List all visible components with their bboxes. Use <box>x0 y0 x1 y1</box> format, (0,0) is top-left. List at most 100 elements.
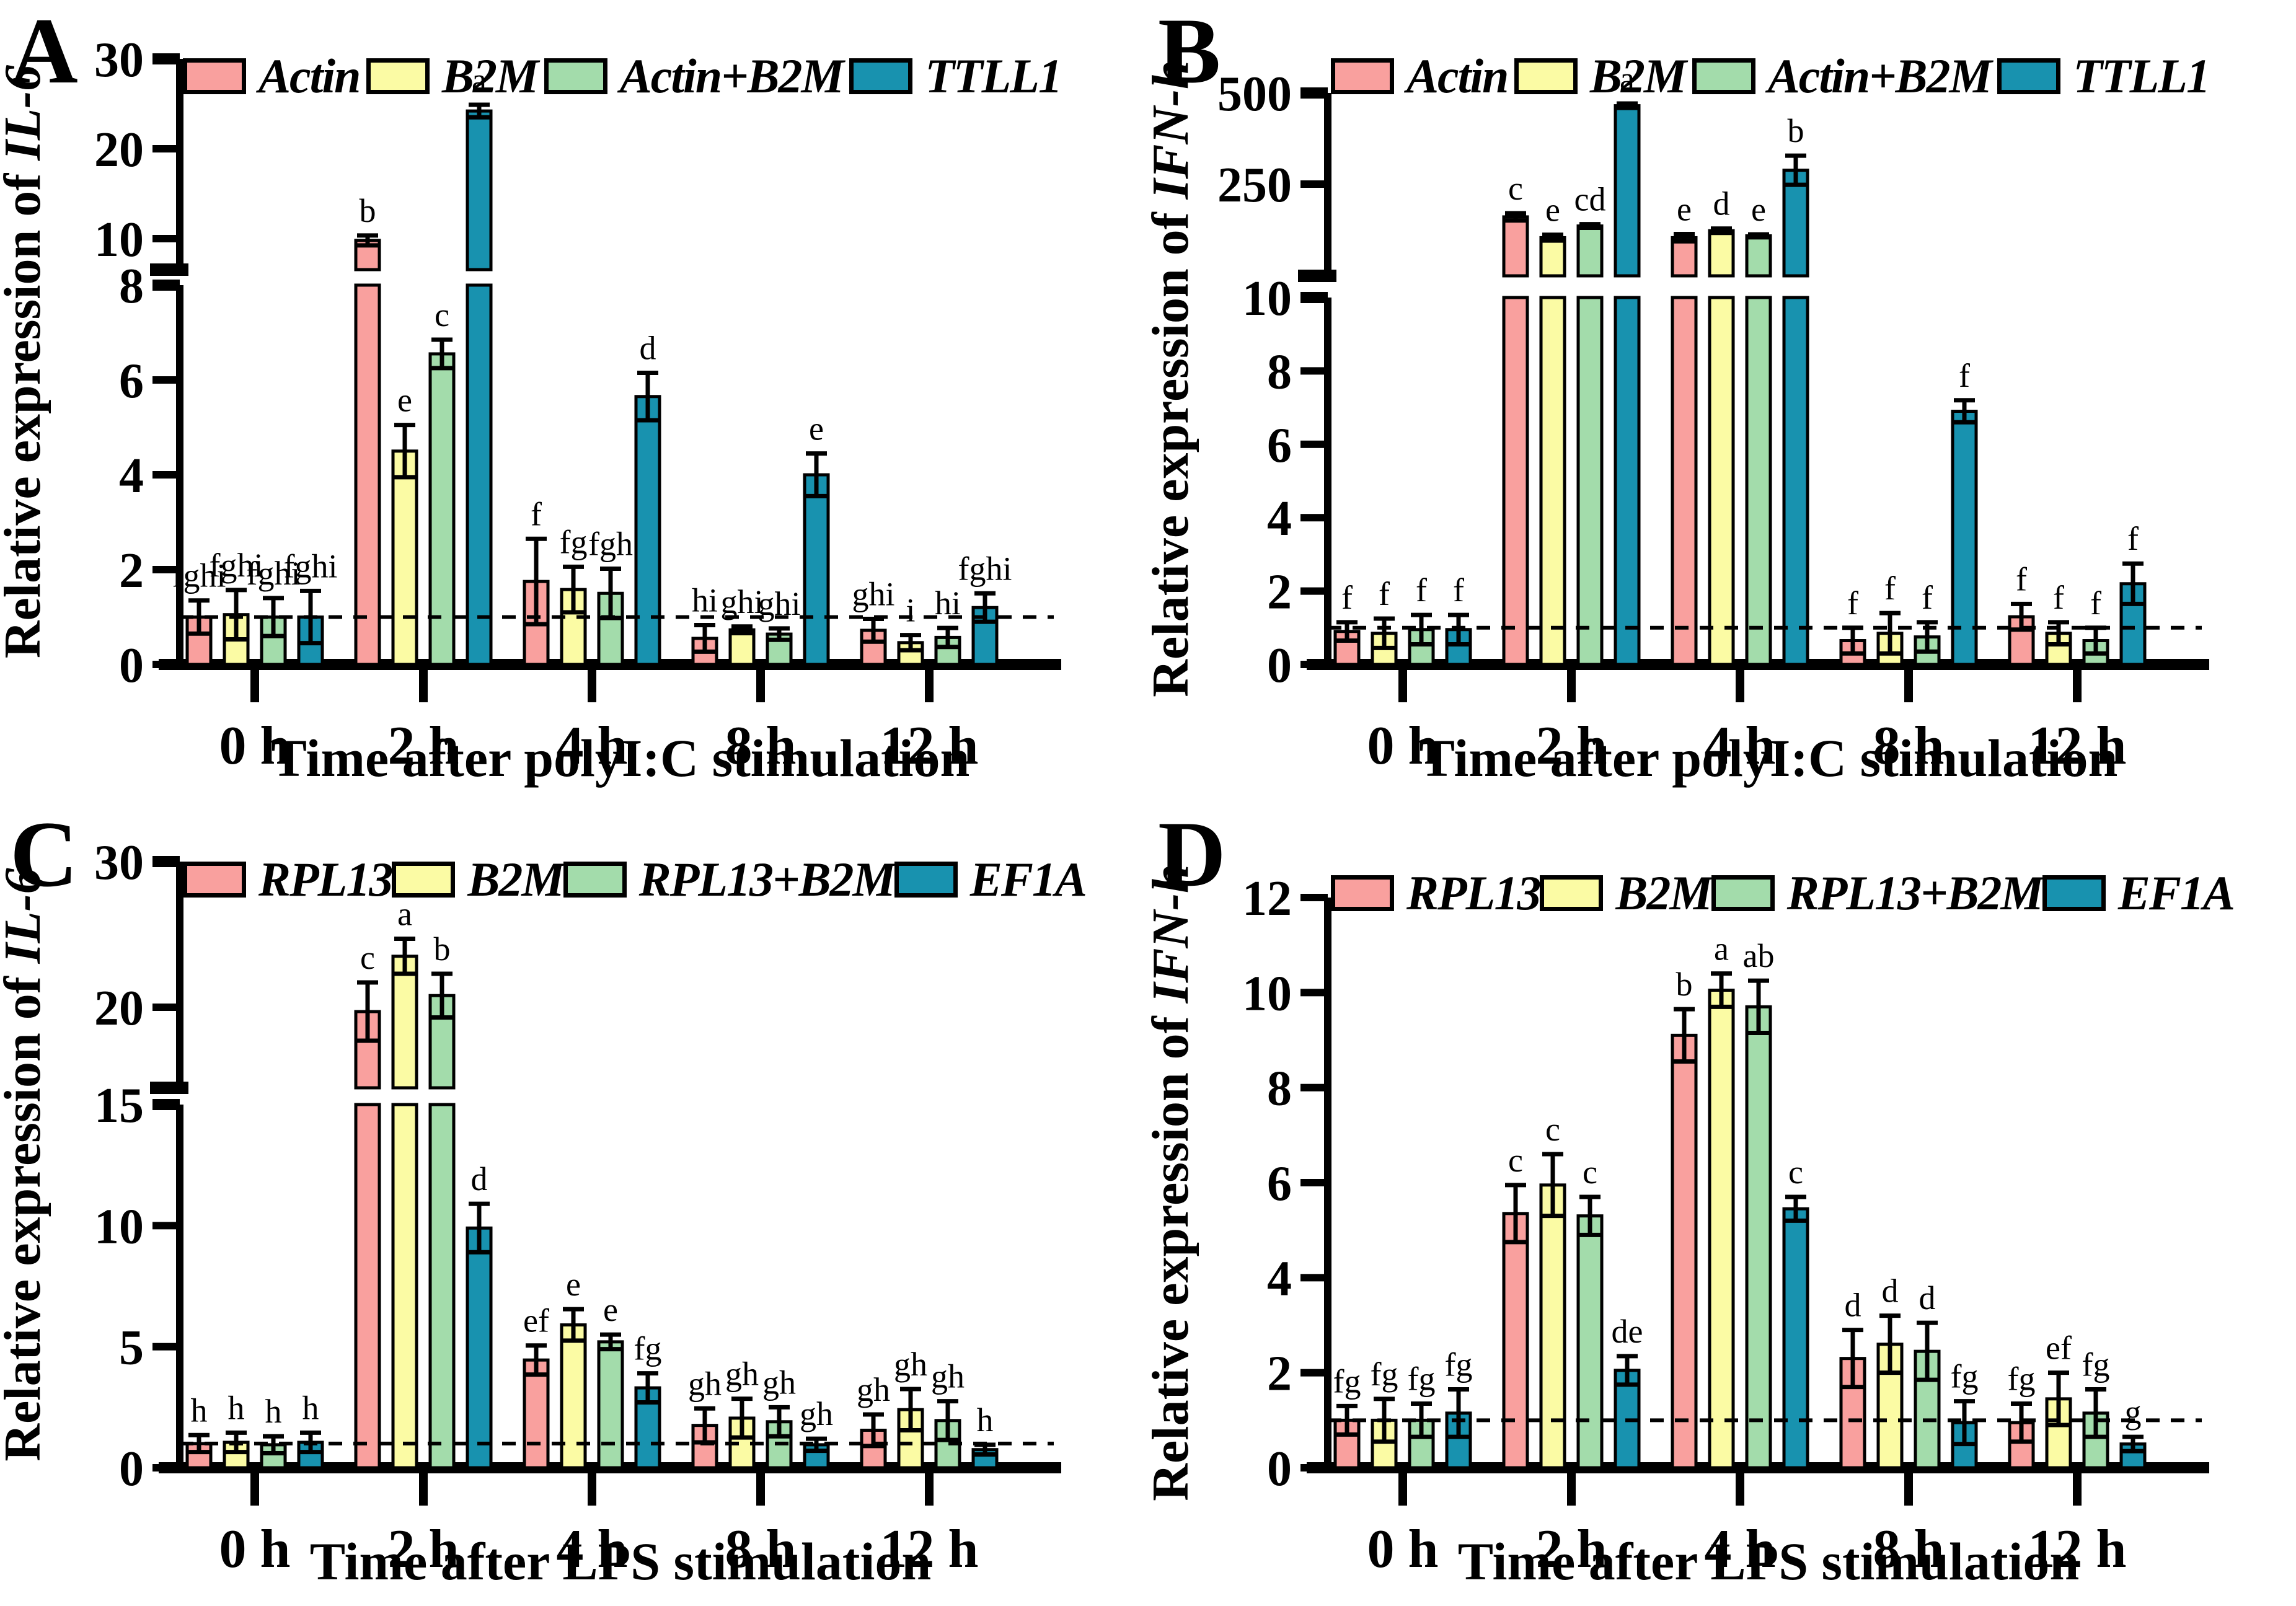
panel-d-ytick-10: 10 <box>1242 966 1292 1021</box>
panel-c-letter: b <box>434 930 451 968</box>
panel-b-ytick-8: 8 <box>1267 345 1292 399</box>
panel-b-xtick-1: 2 h <box>1536 716 1607 776</box>
panel-c-xtick-2: 4 h <box>557 1519 628 1579</box>
panel-d-bar <box>1671 1033 1698 1470</box>
panel-d-legend-item-1: B2M <box>1540 865 1713 921</box>
panel-b-letter: e <box>1751 191 1766 228</box>
panel-a-ytick-30: 30 <box>94 33 144 87</box>
panel-a-letter: b <box>360 192 376 229</box>
panel-b-letter: f <box>2127 520 2139 557</box>
panel-a-letter: d <box>640 330 656 367</box>
panel-d-letter: fg <box>1408 1361 1436 1398</box>
panel-d-ytick-2: 2 <box>1267 1347 1292 1401</box>
panel-b-letter: e <box>1545 192 1560 229</box>
panel-b-letter: f <box>1959 357 1970 394</box>
panel-a-bar <box>391 449 418 666</box>
panel-a-ytick-0: 0 <box>119 638 144 693</box>
panel-c-letter: ef <box>523 1302 549 1339</box>
panel-b-xtick-4: 12 h <box>2028 716 2127 776</box>
panel-b-legend-item-3: TTLL1 <box>1997 48 2210 104</box>
panel-d-ytick-6: 6 <box>1267 1157 1292 1211</box>
panel-d-letter: de <box>1612 1313 1643 1350</box>
panel-d-letter: fg <box>1371 1356 1398 1393</box>
panel-c-bars <box>185 955 999 1470</box>
panel-d-legend-item-2: RPL13+B2M <box>1711 865 2044 921</box>
panel-c-bar <box>428 1103 456 1470</box>
panel-d-letter: c <box>1788 1154 1803 1191</box>
panel-b-ylabel: Relative expression of IFN-h <box>1148 60 1199 697</box>
panel-a-legend-item-2: Actin+B2M <box>544 48 844 104</box>
panel-d-letter: c <box>1545 1111 1560 1148</box>
panel-a-ylabel: Relative expression of IL-6 <box>0 65 51 658</box>
panel-a-bar <box>634 395 661 666</box>
panel-b-letter: d <box>1713 185 1730 223</box>
panel-b-bars <box>1333 104 2147 666</box>
panel-a-legend-swatch-3 <box>849 58 913 94</box>
panel-c-letter: c <box>360 939 375 976</box>
panel-c-legend-label-2: RPL13+B2M <box>638 852 896 906</box>
panel-c-legend-swatch-1 <box>392 862 456 898</box>
panel-a-bar <box>428 352 456 666</box>
panel-b-legend-label-0: Actin <box>1406 49 1509 103</box>
panel-c-bar <box>560 1323 587 1470</box>
panel-c-ytick-20: 20 <box>94 981 144 1036</box>
panel-b-ytick-500: 500 <box>1217 67 1292 121</box>
panel-d-letter: fg <box>1333 1362 1361 1400</box>
panel-c-letter: a <box>397 896 412 933</box>
panel-d-bar <box>1745 1005 1772 1470</box>
panel-c-letter: e <box>566 1266 581 1303</box>
panel-d-letter: c <box>1508 1142 1523 1179</box>
panel-b-xlabel: Time after polyI:C stimulation <box>1420 728 2118 788</box>
panel-d-bar <box>1502 1212 1529 1470</box>
panel-b-xtick-3: 8 h <box>1873 716 1945 776</box>
panel-c-bar <box>523 1358 550 1470</box>
panel-b-legend-item-0: Actin <box>1331 48 1509 104</box>
panel-a-xtick-1: 2 h <box>388 716 459 776</box>
panel-d-legend-swatch-2 <box>1711 875 1775 911</box>
panel-c-letter: h <box>191 1392 208 1429</box>
panel-b-ytick-250: 250 <box>1217 158 1292 213</box>
panel-d-xtick-3: 8 h <box>1873 1519 1945 1579</box>
panel-b-legend-label-3: TTLL1 <box>2073 49 2210 103</box>
panel-a-ytick-10: 10 <box>94 213 144 267</box>
panel-c-legend-item-2: RPL13+B2M <box>563 852 896 907</box>
panel-d-legend-item-3: EF1A <box>2042 865 2235 921</box>
panel-c-legend-label-0: RPL13 <box>258 852 393 906</box>
panel-c-xtick-1: 2 h <box>388 1519 459 1579</box>
panel-b-letter: a <box>1620 60 1635 97</box>
panel-c-legend-swatch-0 <box>183 862 246 898</box>
panel-d-letter: d <box>1919 1279 1936 1317</box>
panel-c-ytick-0: 0 <box>119 1442 144 1496</box>
panel-c-bar <box>354 1103 381 1470</box>
panel-b-bar <box>1671 296 1698 666</box>
panel-c-letter: h <box>302 1389 319 1426</box>
panel-d-legend-label-3: EF1A <box>2117 866 2235 920</box>
panel-a-letter: c <box>435 296 449 333</box>
panel-d-error-bars <box>1336 971 2144 1454</box>
panel-b-letter: f <box>2090 585 2101 622</box>
panel-d-ytick-12: 12 <box>1242 871 1292 926</box>
panel-b-legend-swatch-3 <box>1997 58 2061 94</box>
panel-b-letter: f <box>1379 575 1390 612</box>
panel-d-letter: c <box>1583 1154 1597 1191</box>
panel-d-legend: RPL13 B2M RPL13+B2M EF1A <box>1331 865 2235 921</box>
panel-d-legend-label-0: RPL13 <box>1406 866 1541 920</box>
panel-d-xtick-2: 4 h <box>1705 1519 1776 1579</box>
panel-b-legend-item-1: B2M <box>1514 48 1687 104</box>
panel-d-letter: d <box>1845 1287 1861 1324</box>
panel-c-ytick-5: 5 <box>119 1321 144 1375</box>
panel-a-letter: hi <box>692 582 718 619</box>
panel-b-bar-upper <box>1502 215 1529 278</box>
panel-c-legend-item-1: B2M <box>392 852 565 907</box>
panel-a-legend-item-0: Actin <box>183 48 361 104</box>
panel-a-letter: fghi <box>172 557 226 594</box>
panel-c-letter: d <box>471 1160 488 1198</box>
panel-d-ytick-4: 4 <box>1267 1251 1292 1306</box>
panel-c-letter: gh <box>931 1358 965 1395</box>
panel-c-xtick-3: 8 h <box>725 1519 797 1579</box>
